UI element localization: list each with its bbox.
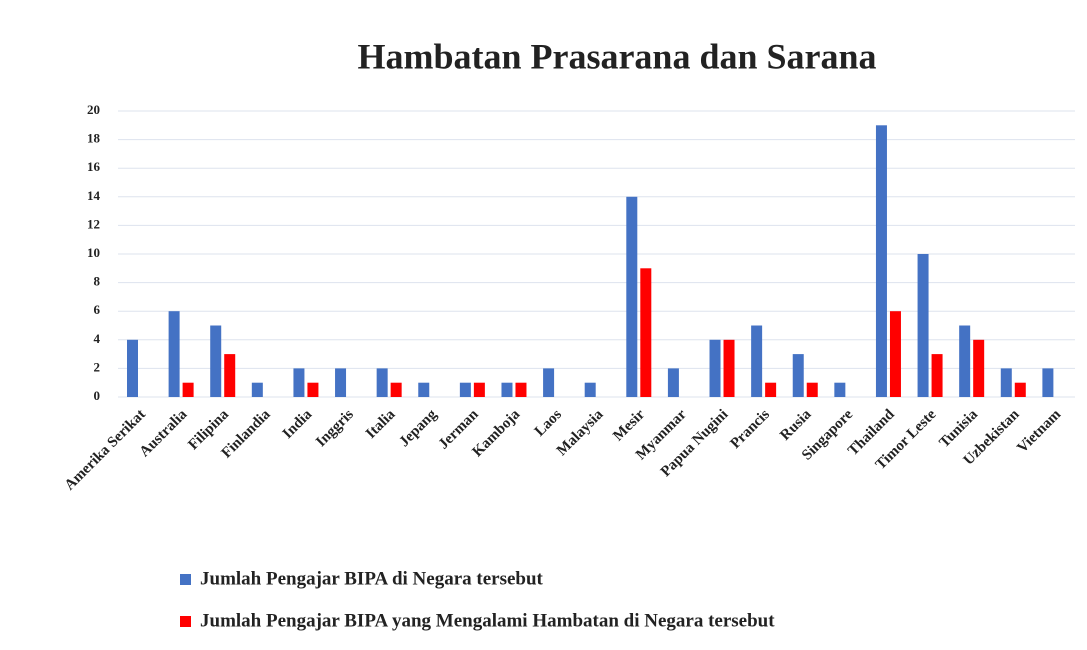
legend-label: Jumlah Pengajar BIPA di Negara tersebut <box>200 568 544 589</box>
bar <box>889 311 901 397</box>
bar <box>667 368 679 397</box>
bar <box>335 368 347 397</box>
bar <box>543 368 555 397</box>
y-tick-label: 12 <box>87 216 100 231</box>
legend-label: Jumlah Pengajar BIPA yang Mengalami Hamb… <box>200 610 775 631</box>
bar <box>1000 368 1012 397</box>
y-tick-label: 6 <box>94 302 101 317</box>
bar <box>459 382 471 397</box>
bar <box>418 382 430 397</box>
x-tick-label: Prancis <box>727 406 773 452</box>
x-tick-label: Inggris <box>313 406 357 450</box>
bar <box>1014 382 1026 397</box>
bar <box>501 382 513 397</box>
bar <box>210 325 222 397</box>
y-tick-label: 2 <box>94 359 101 374</box>
x-tick-label: Malaysia <box>554 406 607 459</box>
y-tick-label: 20 <box>87 102 100 117</box>
bar <box>1042 368 1054 397</box>
bar <box>127 339 138 397</box>
bar <box>792 354 804 397</box>
bar <box>168 311 180 397</box>
bar <box>806 382 818 397</box>
bar <box>584 382 596 397</box>
bar <box>751 325 763 397</box>
bar <box>390 382 402 397</box>
bar <box>182 382 194 397</box>
bar <box>251 382 263 397</box>
bar <box>973 339 985 397</box>
y-tick-label: 0 <box>94 388 101 403</box>
bar <box>473 382 485 397</box>
bar <box>959 325 971 397</box>
bar <box>723 339 735 397</box>
bar <box>834 382 846 397</box>
y-tick-label: 10 <box>87 245 100 260</box>
y-tick-label: 4 <box>94 331 101 346</box>
x-tick-label: Rusia <box>777 406 815 444</box>
y-tick-label: 16 <box>87 159 101 174</box>
x-tick-label: Italia <box>363 406 399 442</box>
bar <box>931 354 943 397</box>
bar <box>224 354 236 397</box>
bar <box>709 339 721 397</box>
y-tick-label: 18 <box>87 131 101 146</box>
bar <box>765 382 777 397</box>
bar <box>307 382 319 397</box>
legend-swatch <box>180 616 191 627</box>
x-tick-label: Mesir <box>610 406 648 444</box>
x-tick-label: Amerika Serikat <box>62 407 149 494</box>
bar <box>626 196 638 397</box>
bar <box>640 268 652 397</box>
bar <box>376 368 388 397</box>
chart-title: Hambatan Prasarana dan Sarana <box>357 36 876 76</box>
x-tick-label: India <box>280 406 316 442</box>
bar <box>515 382 527 397</box>
y-tick-label: 8 <box>94 274 101 289</box>
x-tick-label: Jepang <box>396 406 440 450</box>
bar <box>293 368 305 397</box>
bar <box>917 254 929 397</box>
y-tick-label: 14 <box>87 188 101 203</box>
x-tick-label: Laos <box>532 406 565 439</box>
bar <box>875 125 887 398</box>
x-tick-label: Vietnam <box>1014 406 1064 456</box>
legend-swatch <box>180 574 191 585</box>
